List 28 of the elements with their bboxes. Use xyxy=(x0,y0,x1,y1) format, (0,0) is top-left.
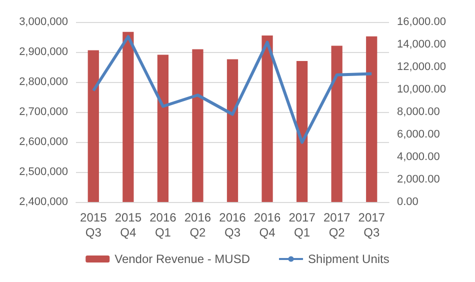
y-tick-label: 2,700,000 xyxy=(19,106,68,118)
y-tick-label: 3,000,000 xyxy=(19,16,68,28)
x-tick-label: 2016 Q4 xyxy=(254,210,281,240)
x-tick-label: 2016 Q3 xyxy=(219,210,246,240)
y-tick-label: 2,400,000 xyxy=(19,196,68,208)
legend-label: Vendor Revenue - MUSD xyxy=(114,252,250,266)
x-tick-label: 2016 Q1 xyxy=(150,210,177,240)
y2-tick-label: 8,000.00 xyxy=(397,106,440,118)
y2-tick-label: 16,000.00 xyxy=(397,16,446,28)
y2-tick-label: 2,000.00 xyxy=(397,174,440,186)
x-tick-label: 2015 Q4 xyxy=(114,210,142,240)
y-tick-label: 2,800,000 xyxy=(19,76,68,88)
x-tick-label: 2017 Q1 xyxy=(288,210,316,240)
y-tick-label: 2,900,000 xyxy=(19,46,68,58)
x-tick-label: 2017 Q3 xyxy=(358,210,386,240)
y2-tick-label: 0.00 xyxy=(397,196,418,208)
x-tick-label: 2015 Q3 xyxy=(80,210,108,240)
x-tick-label: 2017 Q2 xyxy=(323,210,351,240)
y2-tick-label: 10,000.00 xyxy=(397,84,446,96)
line-series xyxy=(92,35,374,144)
y2-tick-label: 12,000.00 xyxy=(397,61,446,73)
legend-label: Shipment Units xyxy=(308,252,390,266)
x-tick-label: 2016 Q2 xyxy=(184,210,212,240)
y2-tick-label: 4,000.00 xyxy=(397,151,440,163)
y2-tick-label: 6,000.00 xyxy=(397,128,440,140)
y-tick-label: 2,600,000 xyxy=(19,136,68,148)
y-tick-label: 2,500,000 xyxy=(19,166,68,178)
y2-tick-label: 14,000.00 xyxy=(397,38,446,50)
